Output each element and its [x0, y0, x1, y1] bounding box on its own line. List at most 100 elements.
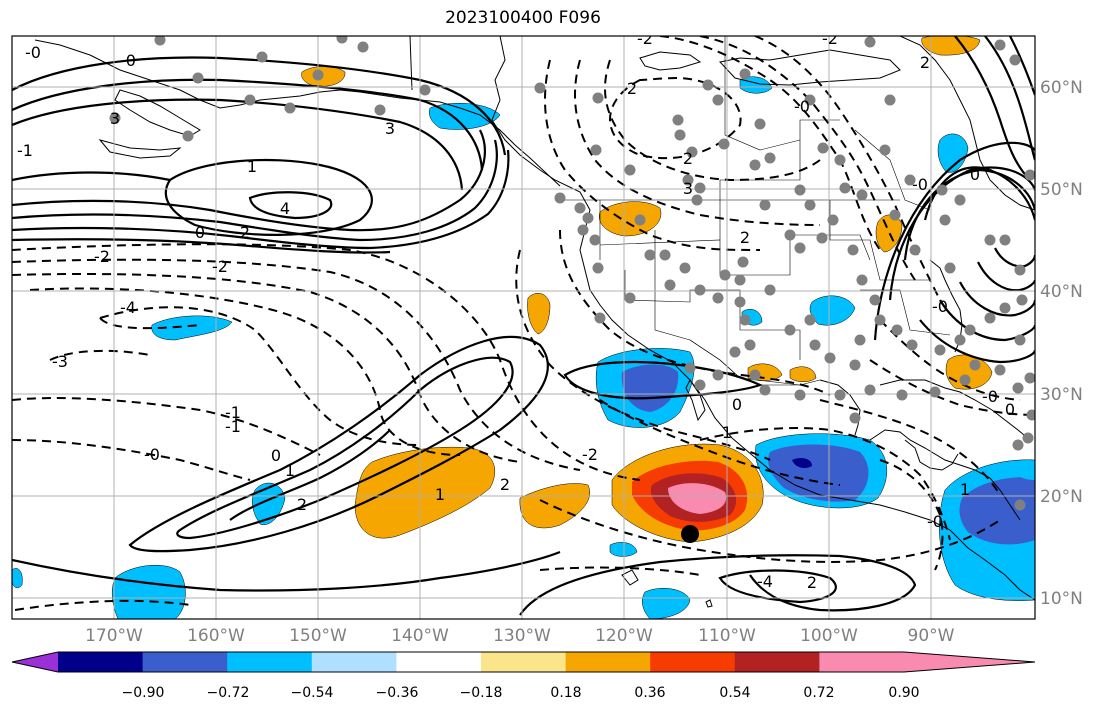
- station-marker: [804, 94, 816, 106]
- station-marker: [847, 244, 859, 256]
- station-marker: [719, 269, 731, 281]
- contour-label: 0: [271, 446, 281, 465]
- station-marker: [1026, 409, 1035, 421]
- station-marker: [854, 334, 866, 346]
- negative-anomaly-region: [429, 103, 501, 130]
- positive-contours: [12, 36, 1035, 616]
- contour-label: 1: [247, 157, 257, 176]
- station-marker: [794, 242, 806, 254]
- contour-label: 2: [740, 228, 750, 247]
- negative-anomaly-region: [111, 565, 186, 619]
- coastline: [705, 599, 713, 608]
- station-marker: [817, 142, 829, 154]
- contour-label: 2: [627, 79, 637, 98]
- station-marker: [419, 84, 431, 96]
- colorbar-segment: [142, 652, 228, 672]
- colorbar-segment: [650, 652, 736, 672]
- contour-label: -4: [120, 298, 136, 317]
- positive-anomaly-region: [789, 366, 817, 382]
- colorbar-segment: [58, 652, 144, 672]
- station-marker: [934, 344, 946, 356]
- station-marker: [936, 184, 948, 196]
- station-marker: [1014, 264, 1026, 276]
- station-marker: [856, 189, 868, 201]
- station-marker: [874, 314, 886, 326]
- station-marker: [864, 36, 876, 48]
- contour-label: 2: [683, 149, 693, 168]
- station-marker: [312, 69, 324, 81]
- latitude-label: 40°N: [1040, 282, 1083, 302]
- colorbar-tick-label: −0.72: [207, 685, 250, 701]
- longitude-axis: 170°W 160°W 150°W 140°W 130°W 120°W 110°…: [85, 626, 955, 646]
- station-marker: [804, 314, 816, 326]
- station-marker: [712, 94, 724, 106]
- station-marker: [744, 339, 756, 351]
- station-marker: [759, 384, 771, 396]
- station-marker: [1014, 499, 1026, 511]
- station-marker: [590, 144, 602, 156]
- colorbar-segment: [396, 652, 482, 672]
- station-marker: [577, 224, 589, 236]
- colorbar-segment: [481, 652, 567, 672]
- station-marker: [739, 68, 751, 80]
- station-marker: [592, 262, 604, 274]
- latitude-label: 60°N: [1040, 78, 1083, 98]
- station-marker: [256, 51, 268, 63]
- station-marker: [849, 359, 861, 371]
- station-marker: [694, 284, 706, 296]
- station-marker: [749, 159, 761, 171]
- contour-label: 0: [732, 395, 742, 414]
- contour-label: 0: [195, 223, 205, 242]
- coastline: [819, 379, 851, 396]
- longitude-label: 130°W: [493, 626, 551, 646]
- station-marker: [574, 202, 586, 214]
- positive-anomaly-region: [527, 293, 551, 335]
- longitude-label: 160°W: [187, 626, 245, 646]
- contour-label: -1: [17, 141, 33, 160]
- station-marker: [694, 379, 706, 391]
- colorbar-segment: [565, 652, 651, 672]
- station-marker: [939, 214, 951, 226]
- negative-anomaly-region: [621, 364, 679, 412]
- station-marker: [889, 209, 901, 221]
- longitude-label: 120°W: [595, 626, 653, 646]
- station-marker: [879, 144, 891, 156]
- colorbar-tick-label: 0.90: [888, 685, 919, 701]
- contour-label: -1: [225, 403, 241, 422]
- station-marker: [734, 296, 746, 308]
- station-marker: [834, 389, 846, 401]
- station-marker: [244, 94, 256, 106]
- station-marker: [804, 199, 816, 211]
- coastline: [621, 569, 639, 586]
- station-marker: [794, 184, 806, 196]
- coastline: [899, 36, 1035, 211]
- contour-label: 2: [807, 573, 817, 592]
- station-marker: [594, 312, 606, 324]
- contour-label: 3: [110, 109, 120, 128]
- station-marker: [182, 130, 194, 142]
- station-marker: [816, 232, 828, 244]
- colorbar-segment: [819, 652, 905, 672]
- contour-label: -0: [932, 297, 948, 316]
- colorbar-tick-label: −0.36: [376, 685, 419, 701]
- latitude-label: 50°N: [1040, 180, 1083, 200]
- station-marker: [906, 339, 918, 351]
- station-marker: [1022, 432, 1034, 444]
- longitude-label: 110°W: [698, 626, 756, 646]
- station-marker: [794, 389, 806, 401]
- colorbar-tick-label: 0.18: [550, 685, 581, 701]
- station-marker: [969, 359, 981, 371]
- station-marker: [357, 41, 369, 53]
- station-marker: [109, 112, 121, 124]
- negative-anomaly-region: [792, 458, 812, 468]
- station-marker: [954, 334, 966, 346]
- latitude-label: 20°N: [1040, 487, 1083, 507]
- station-marker: [999, 302, 1011, 314]
- station-marker: [686, 146, 698, 158]
- highlighted-location-marker: [681, 525, 699, 543]
- station-marker: [1024, 372, 1035, 384]
- station-marker: [994, 364, 1006, 376]
- station-marker: [679, 262, 691, 274]
- colorbar-tick-label: −0.90: [122, 685, 165, 701]
- contour-label: -0: [912, 175, 928, 194]
